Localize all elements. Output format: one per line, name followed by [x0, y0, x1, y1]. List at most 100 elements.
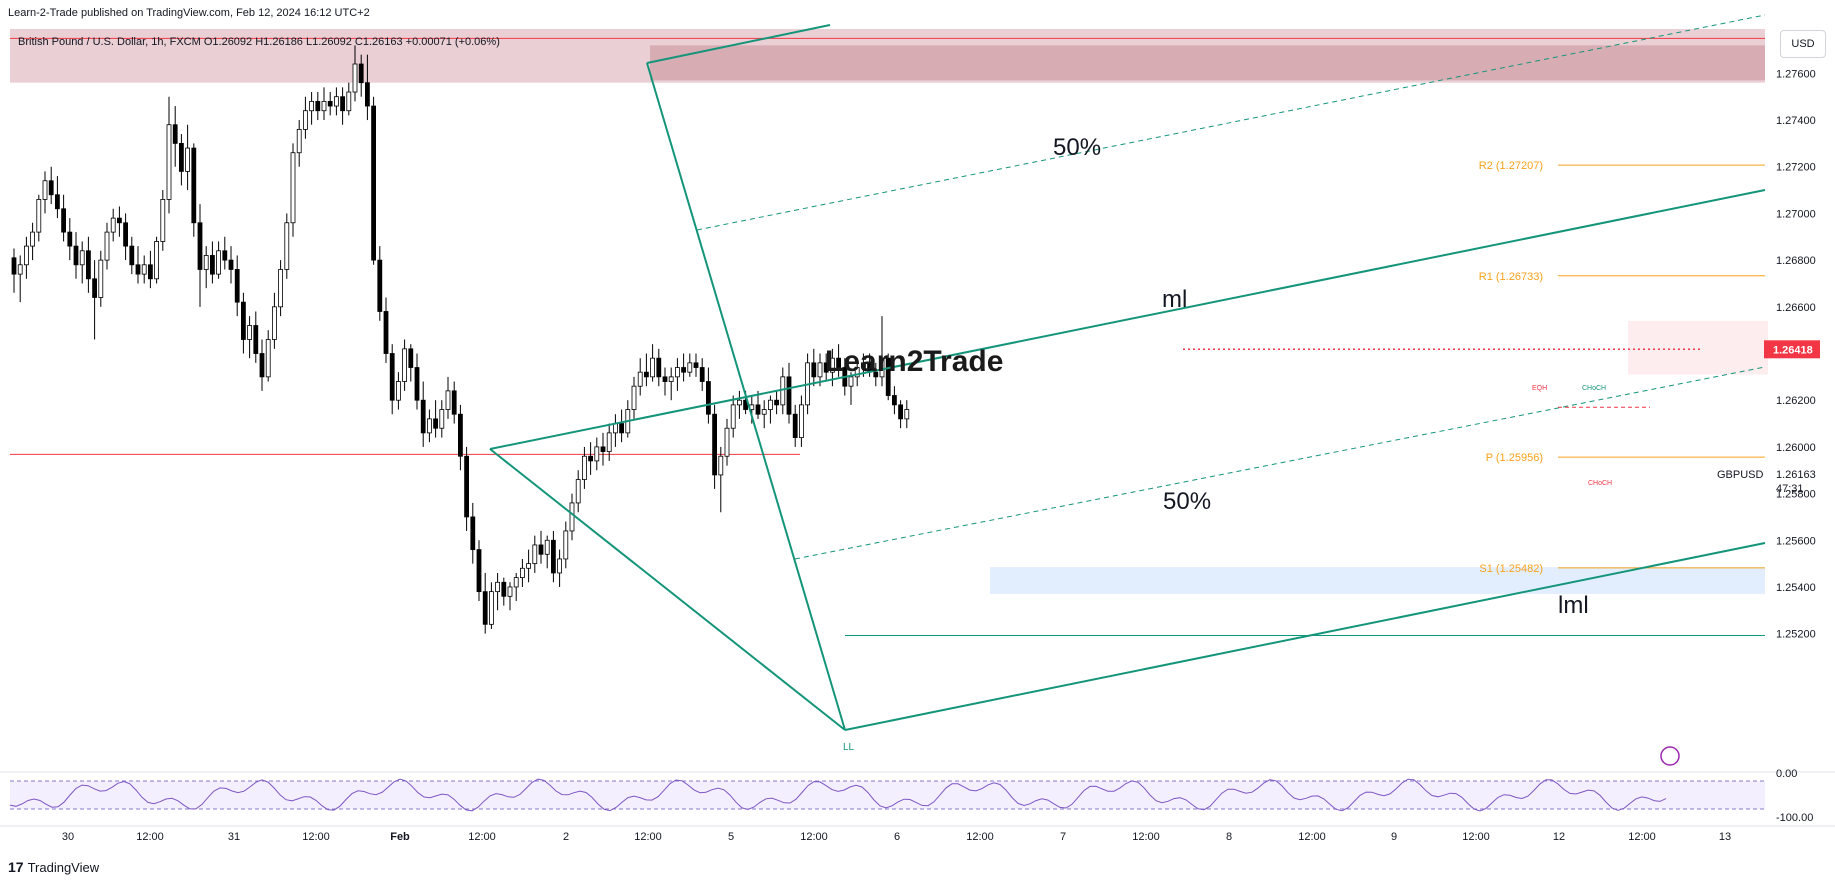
candle-body — [557, 558, 562, 574]
price-tick-7: 1.26000 — [1776, 442, 1816, 454]
candle-body — [761, 409, 767, 415]
candle-body — [476, 549, 482, 593]
candle-body — [420, 399, 426, 434]
candle-body — [302, 110, 308, 130]
candle-body — [662, 376, 668, 382]
candle-body — [854, 367, 860, 378]
candle-body — [172, 124, 178, 144]
candle-body — [48, 180, 54, 196]
candle-body — [588, 455, 593, 462]
candle-body — [86, 250, 91, 280]
candle-body — [730, 404, 736, 429]
candle-body — [395, 381, 401, 401]
candle-body — [17, 264, 23, 275]
last-price-value: 1.26163 — [1776, 469, 1816, 481]
candle-body — [36, 199, 42, 233]
candle-body — [724, 427, 730, 457]
price-tick-11: 1.25200 — [1776, 629, 1816, 641]
candle-body — [166, 124, 172, 200]
candle-body — [650, 357, 655, 378]
candle-body — [513, 577, 519, 588]
candle-body — [11, 257, 17, 275]
time-tick-15: 12:00 — [1298, 831, 1326, 843]
candle-body — [575, 479, 581, 504]
candle-body — [470, 516, 476, 551]
price-tick-0: 1.27600 — [1776, 68, 1816, 80]
footer-brand: TradingView — [27, 859, 100, 875]
candle-body — [30, 231, 36, 247]
candle-body — [352, 63, 358, 93]
candle-body — [247, 325, 253, 340]
candle-body — [501, 581, 507, 597]
candle-body — [495, 581, 501, 593]
candle-body — [848, 376, 854, 387]
time-tick-9: 12:00 — [800, 831, 828, 843]
fork-handle-b — [489, 448, 846, 731]
label-ll: LL — [843, 742, 855, 753]
price-tick-1: 1.27400 — [1776, 115, 1816, 127]
label-median-line: ml — [1162, 286, 1187, 313]
candle-body — [582, 455, 587, 480]
candle-body — [253, 325, 259, 354]
candle-body — [488, 591, 494, 625]
time-tick-17: 12:00 — [1462, 831, 1490, 843]
label-choch-bottom: CHoCH — [1588, 480, 1612, 487]
time-tick-11: 12:00 — [966, 831, 994, 843]
time-tick-2: 31 — [228, 831, 240, 843]
candle-body — [259, 353, 265, 378]
candle-body — [861, 362, 866, 368]
time-tick-1: 12:00 — [136, 831, 164, 843]
rsi-tick-1: -100.00 — [1776, 812, 1813, 824]
upper-50-line — [696, 14, 1766, 231]
price-tick-5: 1.26600 — [1776, 302, 1816, 314]
time-tick-16: 9 — [1391, 831, 1397, 843]
candle-body — [699, 367, 705, 382]
label-lower-median: lml — [1558, 592, 1589, 619]
candle-body — [457, 413, 463, 457]
candle-body — [408, 348, 414, 368]
time-tick-18: 12 — [1553, 831, 1565, 843]
candle-body — [123, 222, 128, 247]
candle-body — [836, 357, 841, 368]
candle-body — [439, 409, 445, 429]
price-tick-6: 1.26200 — [1776, 395, 1816, 407]
time-tick-14: 8 — [1226, 831, 1232, 843]
candle-body — [879, 357, 885, 378]
candle-body — [141, 264, 147, 275]
candle-body — [315, 100, 321, 112]
candle-body — [706, 381, 711, 415]
currency-button[interactable]: USD — [1780, 30, 1826, 58]
supply-zone-inner — [650, 45, 1765, 81]
candle-body — [885, 357, 891, 396]
candle-body — [631, 385, 637, 410]
candle-body — [209, 255, 215, 275]
time-tick-19: 12:00 — [1628, 831, 1656, 843]
price-marker-bg — [1764, 340, 1820, 359]
lower-median-line — [844, 542, 1766, 731]
candle-body — [234, 269, 240, 303]
candle-body — [154, 241, 160, 280]
label-50-upper: 50% — [1053, 134, 1101, 161]
price-tick-4: 1.26800 — [1776, 255, 1816, 267]
candle-body — [811, 362, 817, 378]
candle-body — [104, 231, 110, 261]
time-tick-4: Feb — [390, 831, 410, 843]
lower-50-line — [794, 366, 1766, 560]
candle-body — [687, 362, 693, 373]
candle-body — [898, 404, 903, 420]
candle-body — [532, 544, 538, 565]
time-tick-12: 7 — [1060, 831, 1066, 843]
median-line — [489, 189, 1766, 450]
time-tick-10: 6 — [894, 831, 900, 843]
label-eqh: EQH — [1532, 385, 1547, 392]
candle-body — [737, 399, 742, 406]
candle-body — [42, 180, 48, 200]
candle-body — [135, 264, 141, 275]
candle-body — [755, 404, 761, 415]
candle-body — [613, 423, 618, 434]
candle-body — [364, 82, 370, 107]
candle-body — [414, 367, 420, 401]
candle-body — [178, 142, 184, 172]
time-tick-5: 12:00 — [468, 831, 496, 843]
